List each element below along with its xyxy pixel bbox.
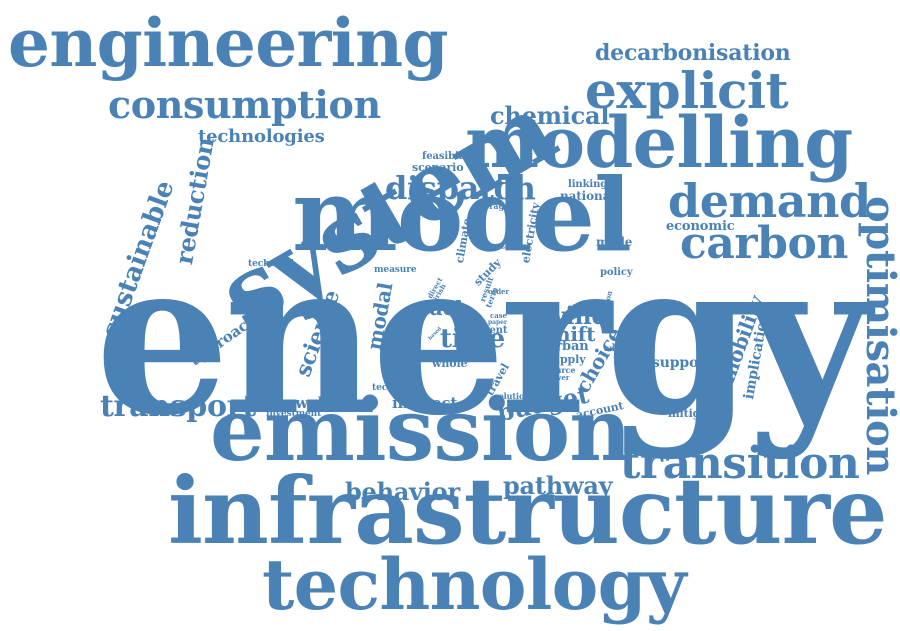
word-policy: policy bbox=[600, 267, 633, 278]
word-case: case bbox=[490, 311, 507, 320]
word-measure: measure bbox=[374, 265, 417, 275]
word-solution: solution bbox=[494, 391, 530, 401]
word-investment: investment bbox=[266, 409, 322, 419]
word-time: time bbox=[440, 324, 505, 354]
word-source: source bbox=[546, 365, 576, 375]
word-current: current bbox=[466, 325, 508, 336]
word-storage: storage bbox=[476, 201, 510, 211]
word-support: support bbox=[652, 355, 712, 371]
word-shift: shift bbox=[545, 322, 596, 346]
word-technology: technology bbox=[262, 543, 687, 626]
word-mitigating: mitigating bbox=[668, 407, 732, 420]
word-infrastructure: infrastructure bbox=[168, 457, 888, 565]
word-supply: supply bbox=[546, 353, 586, 366]
word-linking: linking bbox=[568, 179, 608, 190]
word-fuel: fuel bbox=[420, 296, 463, 320]
word-transport: transport bbox=[100, 389, 256, 424]
word-order: order bbox=[488, 287, 510, 296]
word-dispatch: dispatch bbox=[385, 169, 536, 207]
word-energy: energy bbox=[95, 213, 870, 462]
word-analyse: analyse bbox=[604, 343, 637, 353]
word-carbon: carbon bbox=[680, 218, 848, 269]
word-modelling: modelling bbox=[465, 101, 853, 184]
word-power: power bbox=[546, 373, 570, 382]
word-chemical: chemical bbox=[490, 101, 610, 130]
word-model: model bbox=[292, 156, 632, 274]
word-explicit: explicit bbox=[585, 61, 789, 120]
word-emission: emission bbox=[210, 380, 632, 481]
word-wind: wind bbox=[545, 301, 609, 330]
word-demand: demand bbox=[668, 174, 871, 228]
word-engineering: engineering bbox=[8, 4, 449, 82]
word-urban: urban bbox=[546, 339, 589, 354]
word-technologies: technologies bbox=[198, 126, 325, 147]
word-transition: transition bbox=[620, 438, 860, 489]
word-consumption: consumption bbox=[108, 82, 381, 127]
word-indirect: indirect bbox=[392, 394, 458, 412]
word-pathway: pathway bbox=[503, 471, 613, 500]
word-renewable: renewable bbox=[258, 394, 343, 412]
word-optimisation: optimisation bbox=[857, 196, 900, 475]
word-technical: technical bbox=[248, 259, 294, 269]
word-mode: mode bbox=[596, 235, 633, 249]
word-behavior: behavior bbox=[345, 477, 460, 506]
word-feasibility: feasibility bbox=[422, 151, 477, 162]
word-scenario: scenario bbox=[412, 161, 464, 174]
word-many: many bbox=[580, 299, 601, 308]
word-national: national bbox=[560, 189, 615, 203]
word-whole: whole bbox=[432, 357, 468, 370]
word-techno: techno bbox=[372, 383, 406, 393]
word-decarbonisation: decarbonisation bbox=[595, 40, 791, 66]
word-house: house bbox=[498, 245, 515, 251]
word-economic: economic bbox=[666, 219, 735, 234]
word-paper: paper bbox=[488, 319, 507, 326]
